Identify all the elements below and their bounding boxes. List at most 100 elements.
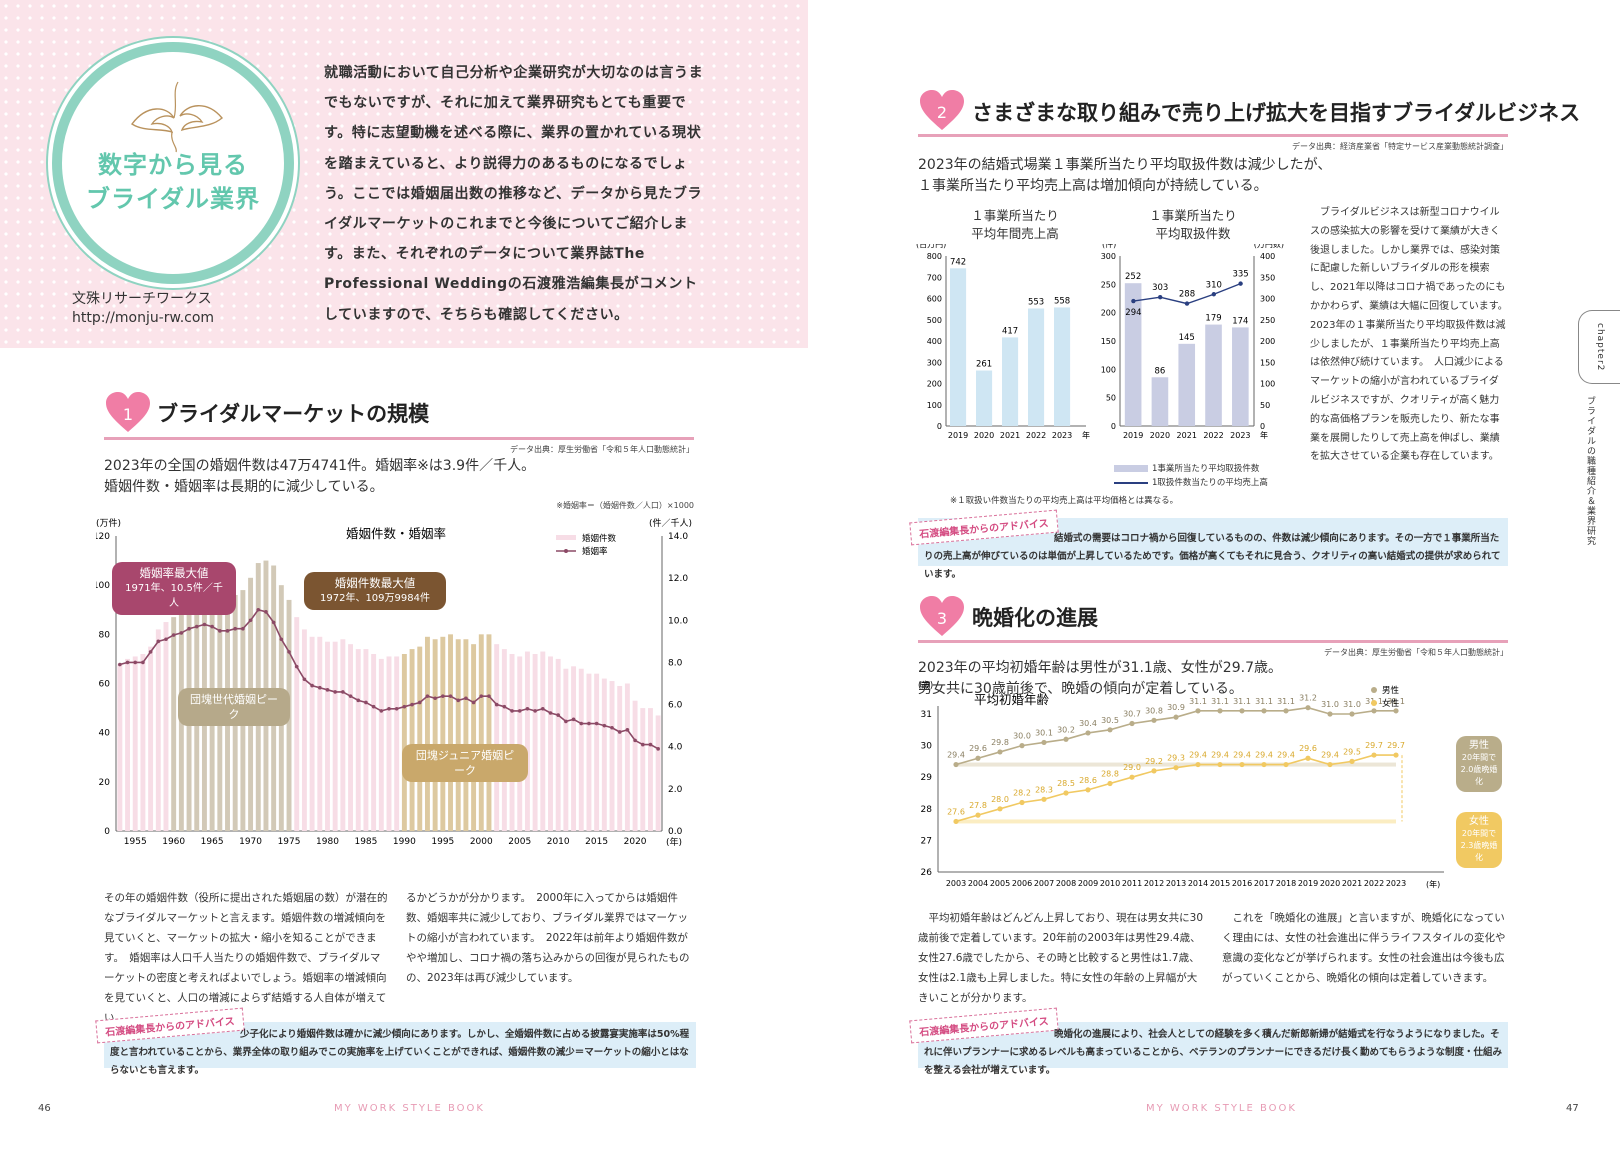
chart1-rate-point <box>471 700 476 705</box>
chart1-bar <box>624 683 630 831</box>
chart1-bar <box>301 629 307 831</box>
chart1-ytick: 80 <box>99 630 111 640</box>
chart1-rate-point <box>579 721 584 726</box>
chart1-xtick: 2000 <box>470 837 493 847</box>
badge-title-line2: ブライダル業界 <box>85 185 261 213</box>
chart4-female-label: 28.0 <box>991 795 1009 804</box>
section3-heart-icon: 3 <box>920 596 964 636</box>
chart1-rate-point <box>218 629 222 633</box>
legend-avg-count: 1事業所当たり平均取扱件数 <box>1114 462 1268 476</box>
doves-icon <box>130 81 223 153</box>
chart4-male-point <box>1371 708 1377 714</box>
chart2-bar <box>1028 308 1045 426</box>
chart1-bar <box>155 629 161 831</box>
section2-number: 2 <box>937 103 947 122</box>
chart4-xtick: 2006 <box>1012 879 1032 888</box>
chart4-female-point <box>1349 758 1355 764</box>
chart1-bar <box>455 639 461 831</box>
chart4-female-point <box>1371 752 1377 758</box>
chart4-xtick: 2015 <box>1210 879 1230 888</box>
chart1-rate-point <box>617 730 622 734</box>
section3-number: 3 <box>937 609 947 628</box>
section3-advice-text: 晩婚化の進展により、社会人としての経験を多く積んだ新郎新婦が結婚式を行なうように… <box>924 1029 1502 1076</box>
chart4-legend-female-marker <box>1371 700 1377 706</box>
section3-body-col2: これを「晩婚化の進展」と言いますが、晩婚化になっていく理由には、女性の社会進出に… <box>1222 912 1506 984</box>
chart1-bar <box>648 708 653 831</box>
chart4-xtick: 2007 <box>1034 879 1054 888</box>
chart4-xtick: 2022 <box>1364 879 1384 888</box>
chart1-bar <box>348 644 354 831</box>
chart4-male-label: 30.2 <box>1057 725 1075 734</box>
chart1-bar <box>494 644 500 831</box>
chart1-rate-point <box>533 709 537 713</box>
chart4-male-label: 29.8 <box>991 738 1009 747</box>
chart3-y2tick: 150 <box>1260 358 1275 367</box>
chart1-bar <box>578 668 584 831</box>
chart3-y2tick: 200 <box>1260 337 1275 346</box>
sales-chart-title-line1: １事業所当たり <box>971 208 1059 223</box>
chart2-xtick: 2023 <box>1052 431 1072 440</box>
rate-max-detail: 1971年、10.5件／千人 <box>125 583 223 609</box>
chart1-rate-point <box>225 629 230 633</box>
chart4-male-label: 31.1 <box>1211 697 1229 706</box>
chart4-female-point <box>953 818 959 825</box>
chart1-y2tick: 14.0 <box>668 532 688 542</box>
chart1-rate-point <box>464 696 468 701</box>
chart1-rate-point <box>587 721 591 726</box>
chart3-xtick: 2022 <box>1203 431 1223 440</box>
chart2-bar-label: 417 <box>1002 326 1018 336</box>
chart1-rate-point <box>525 706 530 711</box>
chart4-male-point <box>1173 714 1179 720</box>
chart1-xtick: 2020 <box>624 837 647 847</box>
chart2-xtick: 2022 <box>1026 431 1046 440</box>
chart1-rate-point <box>640 742 645 747</box>
chart4-xtick: 2003 <box>946 879 966 888</box>
chart2-ytick: 400 <box>927 337 942 346</box>
section1-summary-line1: 2023年の全国の婚姻件数は47万4741件。婚姻率※は3.9件／千人。 <box>104 458 536 474</box>
chart1-legend-rate: 婚姻率 <box>582 546 608 557</box>
section3-title: 晩婚化の進展 <box>972 606 1098 630</box>
chart1-ytick: 60 <box>99 680 111 690</box>
chart1-bar <box>340 639 346 831</box>
chart4-ytick: 31 <box>921 710 932 720</box>
chart1-rate-point <box>448 694 453 698</box>
baby-boom-label: 団塊世代婚姻ピーク <box>178 688 290 726</box>
chart1-xtick: 1970 <box>239 837 262 847</box>
chart3-y2tick: 50 <box>1260 401 1270 410</box>
male-callout: 男性 20年間で2.0歳晩婚化 <box>1456 736 1502 792</box>
chart4-female-label: 27.8 <box>969 801 987 810</box>
chart1-ytick: 40 <box>99 729 111 739</box>
chart4-female-label: 29.4 <box>1321 751 1339 760</box>
chart4-ytick: 30 <box>921 742 933 752</box>
chart1-rate-point <box>179 631 184 635</box>
chart1-bar <box>540 651 546 831</box>
chart1-legend-line-marker <box>564 549 568 553</box>
chart1-xtick: 1985 <box>354 837 377 847</box>
chart4-male-point <box>1217 708 1223 714</box>
chart1-rate-point <box>187 626 191 631</box>
chart2-ytick: 700 <box>927 273 942 282</box>
chart1-y2tick: 12.0 <box>668 574 688 584</box>
chart1-rate-point <box>502 704 507 709</box>
chart1-bar <box>601 678 607 831</box>
count-chart: (件) (万円数) 0 50 100 150 200 250 300 0 50 100 150 200 25… <box>1101 244 1284 440</box>
chart4-female-label: 28.2 <box>1013 788 1031 797</box>
chart2-bar <box>976 370 993 426</box>
chart1-bar <box>171 617 177 831</box>
chart4-female-point <box>1393 752 1399 758</box>
chart1-bar <box>448 634 453 831</box>
chart2-bar <box>1054 307 1071 426</box>
chart1-bar <box>148 646 154 831</box>
chart1-ytick: 100 <box>96 581 110 591</box>
chart4-male-point <box>997 749 1003 755</box>
chart3-sales-label: 303 <box>1152 283 1168 293</box>
author-url[interactable]: http://monju-rw.com <box>72 310 215 326</box>
chart1-bar <box>478 634 484 831</box>
chapter-side-tab[interactable]: chapter2 <box>1578 310 1620 384</box>
chart4-female-label: 29.4 <box>1233 751 1251 760</box>
badge-title-line1: 数字から見る <box>98 151 248 179</box>
chart3-ytick: 300 <box>1101 252 1116 261</box>
chart4-male-point <box>1107 727 1113 733</box>
chart1-xtick: 1990 <box>393 837 416 847</box>
chart1-rate-point <box>125 660 130 665</box>
